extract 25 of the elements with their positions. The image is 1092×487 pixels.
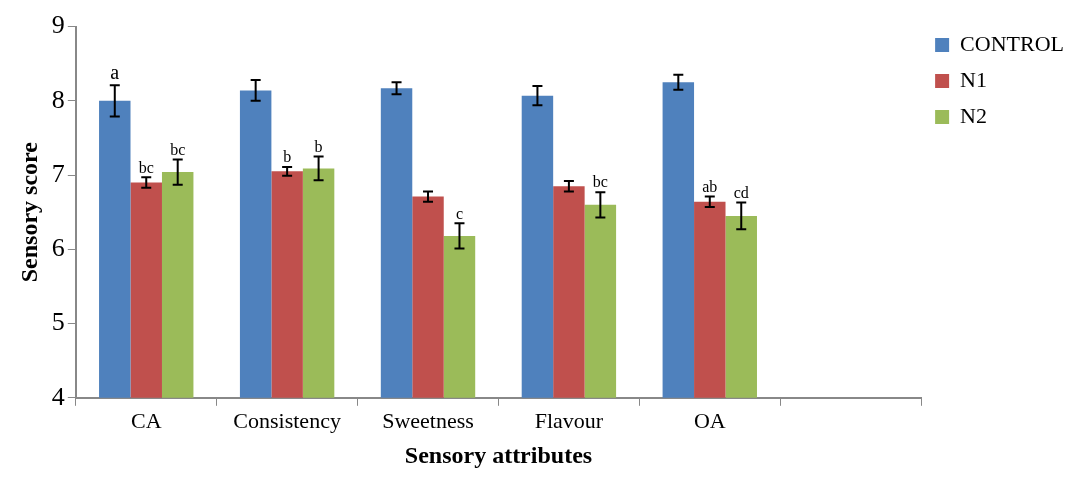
data-label: b (314, 137, 323, 155)
x-tick-label: Consistency (233, 407, 341, 433)
data-label: bc (138, 158, 154, 176)
data-label: bc (592, 173, 608, 191)
data-label: bc (170, 140, 186, 158)
x-tick-label: Sweetness (382, 407, 474, 433)
legend-label: CONTROL (960, 30, 1064, 56)
data-label: ab (702, 177, 718, 195)
y-tick-label: 6 (51, 233, 65, 263)
data-label: c (455, 204, 464, 222)
data-label: cd (733, 183, 749, 201)
y-axis-title: Sensory score (15, 141, 42, 283)
y-tick-label: 7 (51, 158, 65, 188)
x-tick-label: CA (130, 407, 162, 433)
data-label: a (110, 61, 120, 84)
data-label: b (283, 148, 292, 166)
y-tick-label: 9 (51, 10, 65, 40)
x-tick-label: OA (693, 407, 726, 433)
y-tick-label: 4 (51, 381, 65, 411)
y-tick-label: 8 (51, 84, 65, 114)
legend-label: N1 (960, 66, 987, 92)
legend-label: N2 (960, 102, 987, 128)
x-tick-label: Flavour (534, 407, 604, 433)
y-tick-label: 5 (51, 307, 65, 337)
x-axis-title: Sensory attributes (404, 441, 593, 468)
